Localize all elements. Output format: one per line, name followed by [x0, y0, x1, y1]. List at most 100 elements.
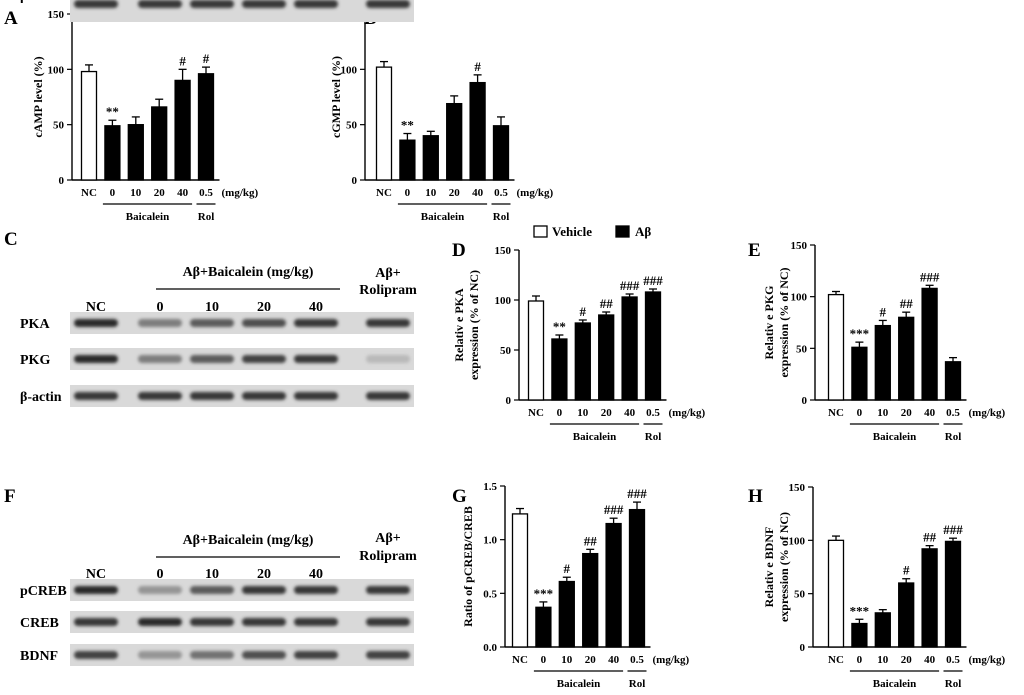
lane-label-rolipram-line2: Rolipram: [359, 283, 417, 298]
bar: [628, 508, 646, 648]
x-tick-label: 40: [472, 187, 484, 199]
y-axis-label: Ratio of pCREB/CREB: [461, 506, 475, 627]
y-tick-label: 1.5: [483, 481, 497, 493]
unit-label: (mg/kg): [517, 187, 554, 199]
y-tick-label: 100: [789, 535, 806, 547]
bar: [80, 70, 98, 181]
blot-row: pCREB: [20, 579, 414, 601]
x-tick-label: 0: [857, 654, 863, 666]
significance-mark: ##: [900, 296, 914, 311]
y-tick-label: 100: [495, 295, 512, 307]
blot-row: PKA: [20, 312, 414, 334]
blot-band: [294, 355, 338, 363]
blot-row-label: pCREB: [20, 584, 67, 599]
x-tick-label: NC: [512, 654, 528, 666]
y-ticks: 0 50 100 150: [791, 240, 815, 407]
y-axis-label-line: Ratio of pCREB/CREB: [461, 506, 475, 627]
blot-row: BDNF: [20, 644, 414, 666]
y-tick-label: 0: [800, 642, 806, 654]
blot-band: [74, 0, 118, 8]
y-axis-label-line: Relativ e PKG: [762, 286, 776, 360]
bar: [511, 513, 529, 648]
x-tick-label: 10: [877, 654, 889, 666]
blot-row: CREB: [20, 611, 414, 633]
x-tick-label: 20: [585, 654, 597, 666]
y-ticks: 0 50 100 150: [789, 482, 813, 654]
bar: [944, 540, 962, 648]
bar: [446, 102, 463, 181]
x-tick-label: 0: [557, 407, 563, 419]
y-tick-label: 150: [495, 245, 512, 257]
significance-mark: #: [880, 304, 887, 319]
legend-swatch-vehicle: [533, 225, 548, 238]
blot-band: [242, 392, 286, 400]
y-axis-label-line: cGMP level (%): [329, 56, 343, 138]
blot-band: [190, 355, 234, 363]
blot-band: [138, 392, 182, 400]
significance-mark: ###: [643, 273, 663, 288]
x-tick-label: 0: [110, 187, 116, 199]
significance-mark: **: [106, 104, 119, 119]
y-tick-label: 150: [789, 482, 806, 494]
legend-swatch-abeta: [615, 225, 630, 238]
blot-band: [74, 586, 118, 594]
significance-mark: **: [401, 118, 414, 133]
bars: NC ** 0 #10 ## 20 ### 40 ### 0.5: [527, 273, 663, 419]
blot-band: [366, 355, 410, 363]
bar: [399, 139, 416, 181]
x-tick-label: 20: [901, 407, 913, 419]
y-tick-label: 0: [802, 395, 808, 407]
blot-row: PKG: [20, 348, 414, 370]
lane-label-rolipram-line1: Aβ+: [375, 531, 400, 546]
x-tick-label: 40: [924, 407, 936, 419]
lane-label: 0: [157, 300, 164, 315]
significance-mark: ##: [600, 296, 614, 311]
lane-label: NC: [86, 300, 106, 315]
panel-f-blot: FAβ+Baicalein (mg/kg)NC 0 10 20 40Aβ+Rolipra…: [4, 0, 417, 666]
x-tick-label: 20: [449, 187, 461, 199]
panel-letter: F: [4, 486, 16, 507]
y-axis-label-line: expression (% of NC): [467, 270, 481, 380]
bar: [827, 293, 845, 401]
blot-row-label: β-actin: [20, 390, 62, 405]
bar: [127, 124, 144, 181]
y-ticks: 0 50 100 150: [48, 9, 72, 187]
x-tick-label: 0.5: [199, 187, 213, 199]
x-tick-label: 0.5: [630, 654, 644, 666]
panel-g-chart: G 0.0 0.5 1.0 1.5 Ratio of pCREB/CREB NC *** 0 #1…: [452, 481, 690, 690]
significance-mark: ***: [850, 326, 870, 341]
blot-band: [190, 586, 234, 594]
significance-mark: ###: [620, 278, 640, 293]
bar: [874, 324, 891, 401]
x-tick-label: 0.5: [946, 654, 960, 666]
y-axis-label: cAMP level (%): [31, 56, 45, 137]
blot-row: β-actin: [20, 385, 414, 407]
y-tick-label: 1.0: [483, 535, 497, 547]
bar: [874, 612, 891, 648]
x-tick-label: 10: [877, 407, 889, 419]
y-tick-label: 150: [48, 9, 65, 21]
bar: [851, 622, 868, 648]
blot-band: [294, 651, 338, 659]
panel-letter: E: [748, 240, 761, 261]
y-ticks: 0.0 0.5 1.0 1.5: [483, 481, 505, 654]
panel-letter: D: [452, 240, 466, 261]
y-tick-label: 100: [791, 292, 808, 304]
y-ticks: 0 50 100 150: [495, 245, 519, 407]
x-tick-label: 0: [857, 407, 863, 419]
x-tick-label: 0.5: [494, 187, 508, 199]
significance-mark: ##: [584, 533, 598, 548]
group-label: Rol: [945, 431, 962, 443]
blot-band: [242, 618, 286, 626]
blot-band: [190, 651, 234, 659]
blot-row-label: CREB: [20, 616, 59, 631]
lane-label-rolipram-line1: Aβ+: [375, 266, 400, 281]
panel-c-blot: C Aβ+Baicalein (mg/kg) NC 0 10 20 40 Aβ+ Rolipra…: [4, 229, 417, 407]
panel-letter: G: [452, 486, 467, 507]
blot-row: β-actin: [20, 0, 414, 22]
bar: [151, 106, 168, 181]
unit-label: (mg/kg): [969, 407, 1006, 419]
bar: [197, 73, 215, 181]
y-tick-label: 50: [796, 343, 808, 355]
